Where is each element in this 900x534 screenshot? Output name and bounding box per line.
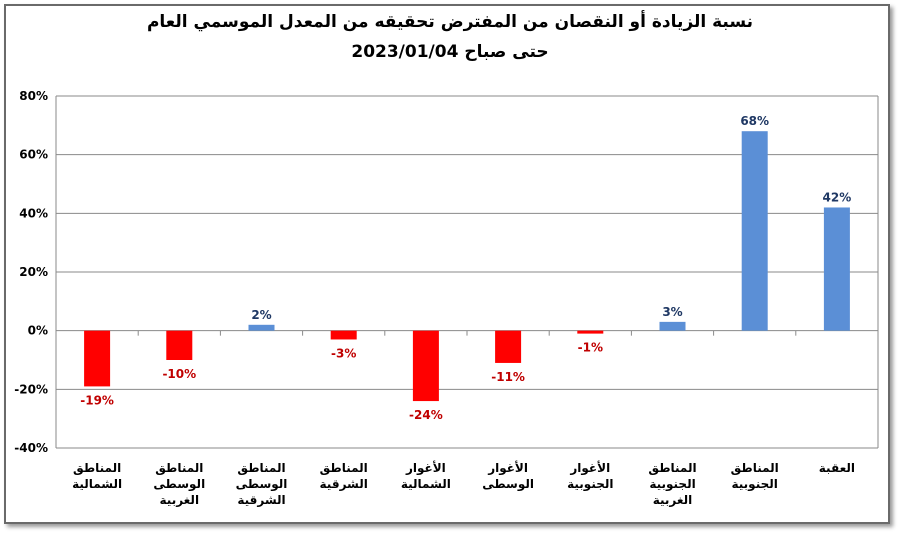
- x-category-label: الغربية: [653, 493, 693, 507]
- x-category-label: المناطق: [73, 461, 121, 475]
- bar: [166, 330, 193, 360]
- x-category-label: الأغوار: [487, 460, 528, 476]
- y-tick-label: -40%: [14, 441, 48, 455]
- x-category-label: الجنوبية: [732, 477, 778, 492]
- data-label: 2%: [251, 308, 271, 322]
- x-category-label: الشمالية: [401, 477, 451, 491]
- chart-subtitle: حتى صباح 2023/01/04: [351, 42, 549, 62]
- data-label: -19%: [80, 393, 114, 407]
- bars: [84, 131, 850, 402]
- bar: [84, 330, 111, 387]
- bar: [659, 321, 686, 331]
- y-tick-label: 20%: [19, 265, 48, 279]
- x-category-label: الوسطى: [153, 477, 205, 492]
- x-category-label: الغربية: [160, 493, 200, 507]
- x-category-label: المناطق: [648, 461, 696, 475]
- data-label: -24%: [409, 408, 443, 422]
- y-axis-ticks: 80% 60% 40% 20% 0% -20% -40%: [14, 89, 48, 455]
- gridlines: [55, 95, 879, 449]
- bar: [248, 324, 275, 331]
- data-label: -11%: [491, 370, 525, 384]
- data-label: -1%: [578, 341, 603, 355]
- data-labels: -19% -10% 2% -3% -24% -11% -1% 3% 68% 42%: [80, 114, 851, 422]
- x-category-label: الجنوبية: [567, 477, 613, 492]
- x-category-label: الجنوبية: [649, 477, 695, 492]
- bar: [330, 330, 357, 340]
- y-tick-label: -20%: [14, 382, 48, 396]
- y-tick-label: 40%: [19, 206, 48, 220]
- x-category-label: المناطق: [320, 461, 368, 475]
- y-tick-label: 80%: [19, 89, 48, 103]
- x-category-label: الأغوار: [569, 460, 610, 476]
- x-category-label: العقبة: [819, 461, 855, 475]
- bar: [495, 330, 522, 363]
- data-label: -3%: [331, 346, 356, 360]
- y-tick-label: 60%: [19, 148, 48, 162]
- x-category-label: المناطق: [731, 461, 779, 475]
- x-category-label: الشرقية: [320, 477, 368, 491]
- bar: [412, 330, 439, 402]
- bar: [741, 131, 768, 331]
- x-axis-labels: المناطقالشماليةالمناطقالوسطىالغربيةالمنا…: [72, 460, 855, 507]
- x-category-label: الشمالية: [72, 477, 122, 491]
- data-label: -10%: [162, 367, 196, 381]
- data-label: 3%: [662, 305, 682, 319]
- bar: [577, 330, 604, 334]
- x-category-label: الوسطى: [482, 477, 534, 492]
- y-tick-label: 0%: [28, 324, 48, 338]
- x-category-label: المناطق: [155, 461, 203, 475]
- x-category-label: المناطق: [237, 461, 285, 475]
- data-label: 42%: [823, 190, 852, 204]
- x-category-label: الأغوار: [405, 460, 446, 476]
- chart-title: نسبة الزيادة أو النقصان من المفترض تحقيق…: [146, 12, 754, 32]
- x-category-label: الشرقية: [237, 493, 285, 507]
- x-category-label: الوسطى: [236, 477, 288, 492]
- bar: [823, 207, 850, 331]
- data-label: 68%: [740, 114, 769, 128]
